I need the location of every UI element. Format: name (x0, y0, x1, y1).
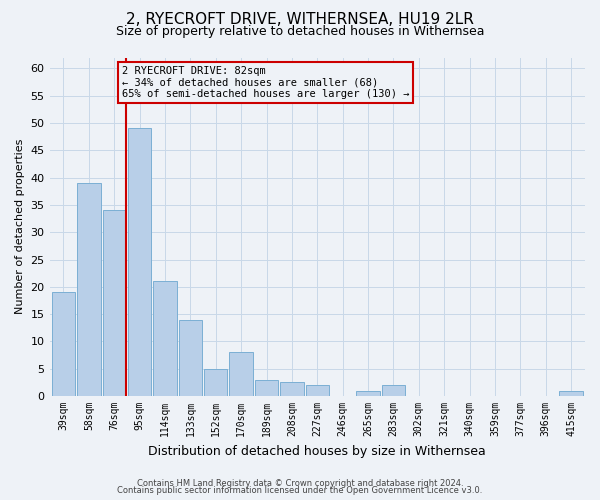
Bar (559, 390, 583, 396)
Bar (255, 380, 278, 396)
Bar (52, 292, 75, 396)
Bar (305, 385, 329, 396)
Text: Size of property relative to detached houses in Withernsea: Size of property relative to detached ho… (116, 25, 484, 38)
X-axis label: Distribution of detached houses by size in Withernsea: Distribution of detached houses by size … (148, 444, 486, 458)
Text: 2, RYECROFT DRIVE, WITHERNSEA, HU19 2LR: 2, RYECROFT DRIVE, WITHERNSEA, HU19 2LR (126, 12, 474, 28)
Bar (280, 382, 304, 396)
Bar (204, 369, 227, 396)
Bar (154, 282, 176, 396)
Bar (128, 128, 151, 396)
Bar (356, 390, 380, 396)
Bar (382, 385, 405, 396)
Bar (229, 352, 253, 396)
Y-axis label: Number of detached properties: Number of detached properties (15, 139, 25, 314)
Bar (77, 183, 101, 396)
Text: Contains public sector information licensed under the Open Government Licence v3: Contains public sector information licen… (118, 486, 482, 495)
Bar (179, 320, 202, 396)
Bar (103, 210, 126, 396)
Text: Contains HM Land Registry data © Crown copyright and database right 2024.: Contains HM Land Registry data © Crown c… (137, 478, 463, 488)
Text: 2 RYECROFT DRIVE: 82sqm
← 34% of detached houses are smaller (68)
65% of semi-de: 2 RYECROFT DRIVE: 82sqm ← 34% of detache… (122, 66, 409, 99)
